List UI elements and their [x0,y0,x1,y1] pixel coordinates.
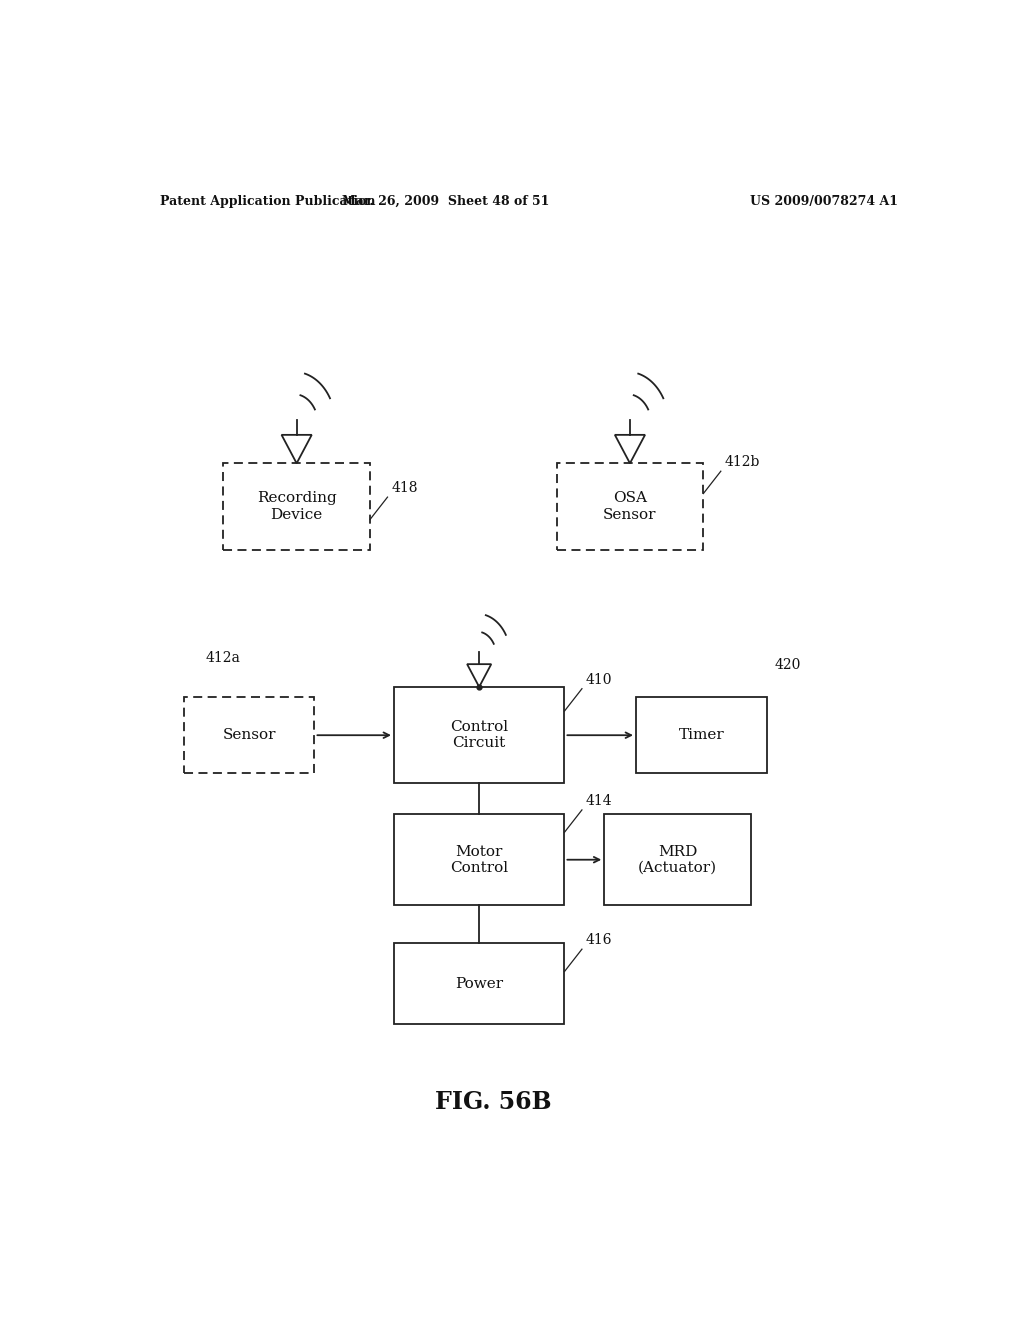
Bar [604,814,751,906]
Text: 412b: 412b [725,455,760,469]
Text: Motor
Control: Motor Control [451,845,508,875]
Text: Mar. 26, 2009  Sheet 48 of 51: Mar. 26, 2009 Sheet 48 of 51 [342,194,549,207]
Bar [394,686,564,784]
Bar [557,463,703,549]
Text: 412a: 412a [206,651,241,664]
Text: Recording
Device: Recording Device [257,491,337,521]
Text: FIG. 56B: FIG. 56B [435,1089,551,1114]
Text: Patent Application Publication: Patent Application Publication [160,194,375,207]
Text: Timer: Timer [679,729,724,742]
Text: MRD
(Actuator): MRD (Actuator) [638,845,717,875]
Text: Control
Circuit: Control Circuit [451,721,508,750]
Text: 418: 418 [391,480,418,495]
Text: Sensor: Sensor [222,729,275,742]
Bar [636,697,767,774]
Text: 410: 410 [586,673,612,686]
Text: 420: 420 [775,657,801,672]
Text: Power: Power [455,977,503,991]
Text: 414: 414 [586,793,612,808]
Text: US 2009/0078274 A1: US 2009/0078274 A1 [750,194,898,207]
Text: OSA
Sensor: OSA Sensor [603,491,656,521]
Bar [394,942,564,1024]
Bar [394,814,564,906]
Bar [183,697,314,774]
Text: 416: 416 [586,933,612,948]
Bar [223,463,370,549]
